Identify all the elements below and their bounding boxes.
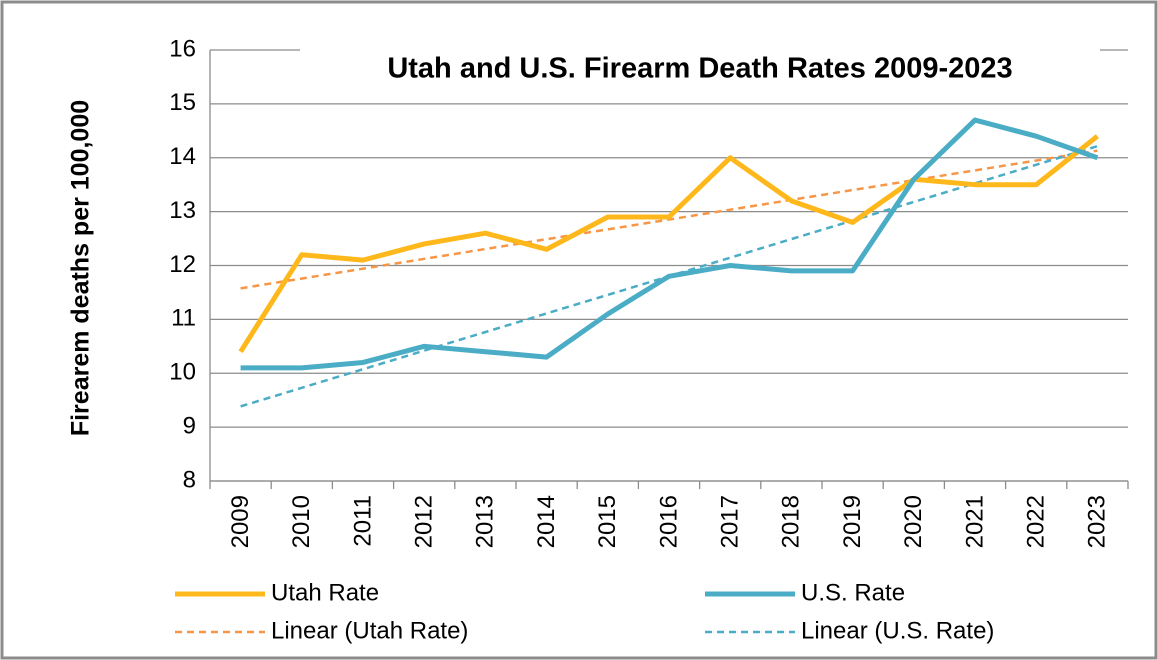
chart-title: Utah and U.S. Firearm Death Rates 2009-2… [387,53,1012,85]
x-tick-label: 2015 [594,495,621,548]
x-tick-label: 2018 [778,495,805,548]
x-tick-label: 2016 [655,495,682,548]
y-tick-label: 16 [169,35,196,62]
x-tick-label: 2009 [227,495,254,548]
x-tick-label: 2012 [411,495,438,548]
x-tick-label: 2013 [472,495,499,548]
y-tick-label: 11 [171,305,196,332]
y-tick-label: 8 [183,466,196,493]
x-tick-label: 2021 [961,495,988,548]
y-axis-label: Firearem deaths per 100,000 [67,100,95,436]
y-tick-label: 10 [169,359,196,386]
x-tick-label: 2022 [1023,495,1050,548]
x-tick-label: 2020 [900,495,927,548]
data-line [240,117,1099,371]
x-tick-label: 2019 [839,495,866,548]
x-tick-label: 2010 [288,495,315,548]
x-tick-label: 2023 [1084,495,1111,548]
x-tick-label: 2014 [533,495,560,548]
x-tick-label: 2017 [717,495,744,548]
trend-line [240,149,1098,290]
title-box [300,38,1100,96]
data-line [238,134,1099,354]
legend-label: U.S. Rate [801,579,905,606]
marks [238,117,1099,408]
y-tick-label: 12 [169,251,196,278]
y-tick-label: 14 [169,143,196,170]
y-tick-label: 13 [169,197,196,224]
y-tick-label: 15 [169,89,196,116]
x-tick-label: 2011 [349,495,376,547]
y-tick-label: 9 [183,412,196,439]
legend-label: Utah Rate [271,579,379,606]
legend-label: Linear (Utah Rate) [271,617,468,644]
legend-label: Linear (U.S. Rate) [801,617,994,644]
